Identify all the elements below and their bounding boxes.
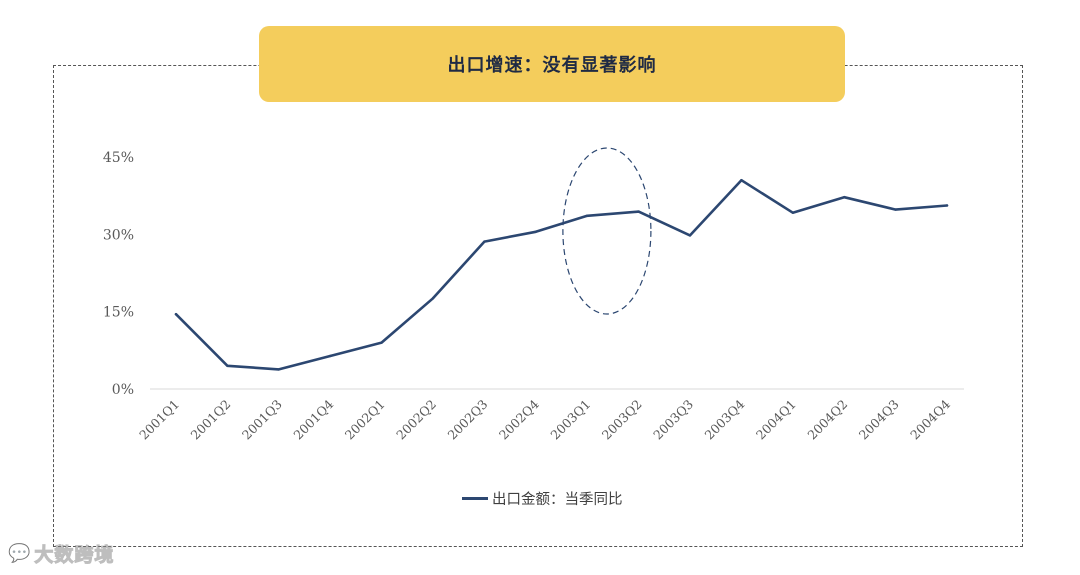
- data-point: [586, 214, 589, 217]
- data-point: [329, 354, 332, 358]
- data-point: [945, 204, 949, 207]
- x-tick-label: 2004Q4: [907, 396, 953, 442]
- y-tick-label: 45%: [103, 150, 134, 166]
- x-tick-label: 2002Q2: [393, 397, 439, 443]
- x-tick-label: 2003Q4: [702, 396, 748, 442]
- legend: 出口金额：当季同比: [462, 488, 623, 509]
- data-point: [637, 210, 640, 213]
- x-tick-label: 2003Q1: [547, 397, 593, 443]
- x-tick-label: 2002Q4: [496, 396, 542, 442]
- data-point: [174, 313, 178, 316]
- y-tick-label: 30%: [103, 227, 134, 243]
- x-tick-label: 2003Q2: [599, 397, 645, 443]
- y-tick-label: 0%: [112, 382, 134, 398]
- x-tick-label: 2001Q4: [290, 396, 336, 442]
- x-tick-label: 2002Q3: [445, 396, 491, 442]
- legend-label: 出口金额：当季同比: [492, 492, 623, 508]
- data-point: [534, 230, 537, 233]
- y-tick-label: 15%: [103, 305, 134, 321]
- x-tick-label: 2004Q3: [856, 396, 902, 442]
- series-line: [174, 178, 949, 371]
- data-point: [226, 364, 229, 367]
- x-tick-label: 2002Q1: [342, 397, 388, 443]
- highlight-ellipse: [562, 147, 652, 315]
- data-point: [431, 297, 435, 300]
- watermark: 💬 大数跨境: [8, 540, 114, 567]
- x-tick-label: 2001Q3: [239, 396, 285, 442]
- data-point: [483, 240, 486, 243]
- chart-title: 出口增速：没有显著影响: [447, 55, 657, 76]
- speech-bubble-logo-icon: 💬: [8, 543, 31, 564]
- data-point: [894, 208, 897, 211]
- data-point: [740, 179, 743, 182]
- x-tick-label: 2004Q2: [804, 397, 850, 443]
- x-tick-label: 2004Q1: [753, 397, 799, 443]
- watermark-text: 大数跨境: [34, 544, 115, 567]
- data-point: [791, 211, 794, 214]
- data-point: [380, 341, 383, 344]
- data-point: [843, 196, 846, 199]
- legend-line-swatch: [462, 497, 488, 500]
- x-tick-label: 2001Q2: [188, 397, 234, 443]
- data-point: [277, 368, 280, 371]
- data-point: [688, 234, 692, 237]
- x-tick-label: 2001Q1: [136, 397, 182, 443]
- x-tick-label: 2003Q3: [650, 396, 696, 442]
- title-banner: 出口增速：没有显著影响: [259, 26, 845, 102]
